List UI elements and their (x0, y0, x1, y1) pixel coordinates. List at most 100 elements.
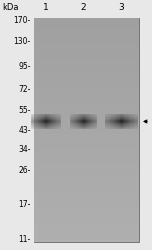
Text: 17-: 17- (18, 200, 31, 209)
Bar (124, 115, 125, 116)
Bar (117, 114, 118, 115)
Bar (126, 126, 127, 127)
Bar (115, 116, 116, 117)
Bar (81, 120, 82, 121)
Bar (39, 125, 40, 126)
Bar (126, 115, 127, 116)
Bar (133, 116, 134, 117)
Bar (48, 114, 49, 115)
Bar (114, 121, 115, 122)
Bar (129, 125, 130, 126)
Bar (94, 123, 95, 124)
Bar (39, 123, 40, 124)
Bar (118, 116, 119, 117)
Bar (108, 123, 109, 124)
Bar (80, 118, 81, 119)
Bar (59, 116, 60, 117)
Bar (32, 127, 33, 128)
Bar (85, 127, 86, 128)
Bar (71, 125, 72, 126)
Bar (50, 127, 51, 128)
Bar (105, 114, 106, 115)
Bar (111, 127, 112, 128)
Bar (123, 127, 124, 128)
Bar (45, 120, 46, 121)
Bar (130, 126, 131, 127)
Bar (57, 122, 58, 123)
Bar (54, 126, 55, 127)
Bar (74, 122, 75, 123)
Bar (47, 123, 48, 124)
Bar (70, 115, 71, 116)
Bar (42, 120, 43, 121)
Bar (109, 124, 110, 125)
Bar (113, 123, 114, 124)
Bar (125, 127, 126, 128)
Bar (128, 128, 129, 129)
Bar (107, 125, 108, 126)
Bar (73, 126, 74, 127)
Bar (120, 123, 121, 124)
Bar (133, 123, 134, 124)
Bar (71, 116, 72, 117)
Bar (36, 122, 37, 123)
Bar (120, 121, 121, 122)
Bar (90, 128, 91, 129)
Bar (84, 118, 85, 119)
Bar (57, 118, 58, 119)
Bar (122, 124, 123, 125)
Bar (118, 123, 119, 124)
Bar (91, 125, 92, 126)
Bar (32, 116, 33, 117)
Bar (90, 114, 91, 115)
Bar (31, 120, 32, 121)
Bar (117, 118, 118, 119)
Bar (37, 128, 38, 129)
Bar (81, 127, 82, 128)
Bar (84, 115, 85, 116)
Bar (78, 127, 79, 128)
Bar (110, 119, 111, 120)
Bar (113, 126, 114, 127)
Bar (108, 124, 109, 125)
Bar (132, 116, 133, 117)
Bar (49, 122, 50, 123)
Bar (34, 121, 35, 122)
Bar (125, 124, 126, 125)
Bar (59, 115, 60, 116)
Bar (136, 127, 137, 128)
Bar (74, 121, 75, 122)
Bar (129, 118, 130, 119)
Bar (57, 124, 58, 125)
Bar (109, 122, 110, 123)
Bar (106, 121, 107, 122)
Bar (113, 116, 114, 117)
Bar (71, 122, 72, 123)
Bar (94, 118, 95, 119)
Bar (85, 116, 86, 117)
Bar (31, 124, 32, 125)
Bar (109, 125, 110, 126)
Bar (129, 121, 130, 122)
Bar (60, 120, 61, 121)
Bar (124, 116, 125, 117)
Bar (35, 119, 36, 120)
Bar (121, 122, 122, 123)
Bar (52, 126, 53, 127)
Bar (130, 127, 131, 128)
Bar (131, 126, 132, 127)
Bar (129, 128, 130, 129)
Bar (80, 124, 81, 125)
Bar (73, 120, 74, 121)
Bar (73, 119, 74, 120)
Bar (95, 120, 96, 121)
Bar (136, 128, 137, 129)
Bar (59, 127, 60, 128)
Bar (55, 127, 56, 128)
Bar (83, 122, 84, 123)
Bar (121, 128, 122, 129)
Bar (113, 128, 114, 129)
Bar (40, 119, 41, 120)
Bar (78, 115, 79, 116)
Bar (34, 51, 139, 55)
